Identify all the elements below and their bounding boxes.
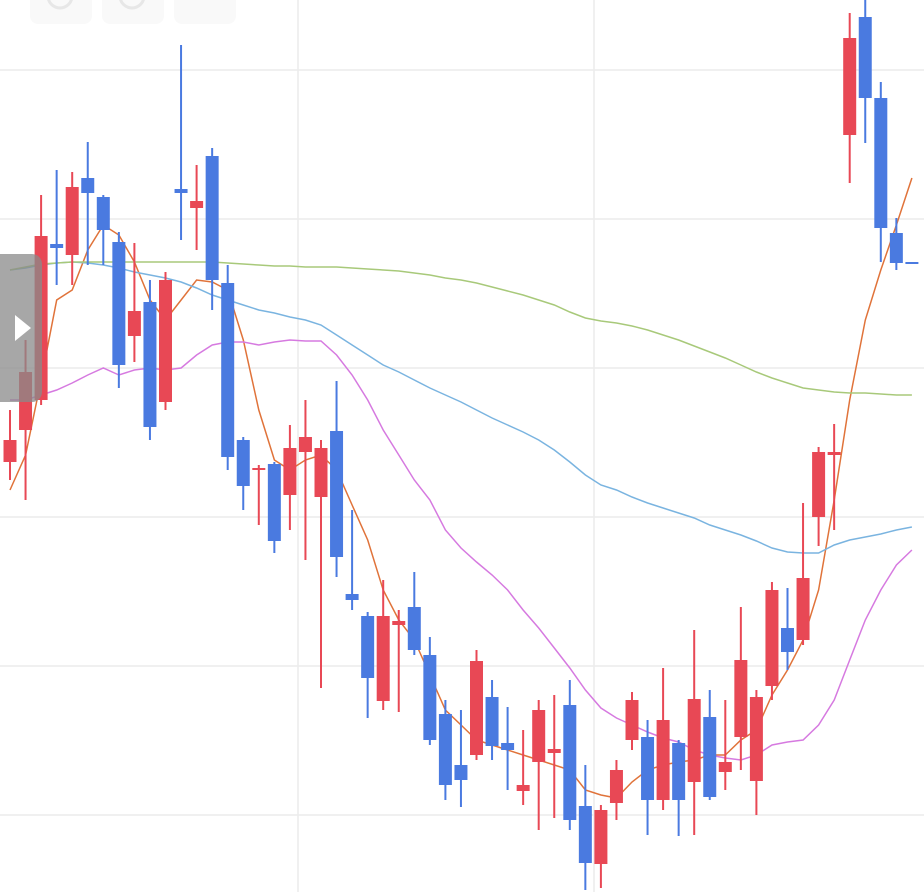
candle-body xyxy=(765,590,779,686)
moving-average-line xyxy=(9,177,913,799)
candle-body xyxy=(283,448,297,495)
candle-body xyxy=(392,621,406,625)
candle-body xyxy=(625,700,639,740)
candles xyxy=(3,0,919,890)
candle-body xyxy=(578,806,592,863)
candle-body xyxy=(547,749,561,753)
candle-body xyxy=(143,302,157,427)
candle-body xyxy=(236,440,250,486)
candle-body xyxy=(267,464,281,541)
side-tab[interactable] xyxy=(0,254,42,402)
play-arrow-icon xyxy=(15,315,31,341)
candle-body xyxy=(345,594,359,600)
candle-body xyxy=(252,468,266,470)
candle-body xyxy=(687,699,701,782)
candle-body xyxy=(532,710,546,762)
candle-body xyxy=(889,233,903,263)
candle-body xyxy=(314,448,328,497)
settings-button[interactable] xyxy=(174,0,236,24)
grid xyxy=(0,69,924,816)
candle-body xyxy=(81,178,95,193)
moving-average-line xyxy=(9,261,913,554)
candle-body xyxy=(734,660,748,737)
moving-averages xyxy=(9,177,913,799)
moving-average-line xyxy=(9,261,912,396)
candle-body xyxy=(127,311,141,336)
candle-body xyxy=(376,616,390,701)
candle-body xyxy=(827,452,841,455)
candle-body xyxy=(749,697,763,781)
candle-body xyxy=(174,189,188,193)
candle-body xyxy=(905,262,919,264)
candle-body xyxy=(594,810,608,864)
candle-body xyxy=(221,283,235,457)
candle-body xyxy=(641,737,655,800)
candle-body xyxy=(361,616,375,678)
candle-body xyxy=(781,628,794,652)
candle-body xyxy=(96,197,110,230)
candle-body xyxy=(423,655,437,740)
candle-body xyxy=(796,578,810,640)
zoom-in-icon xyxy=(47,0,73,10)
candle-body xyxy=(501,743,515,750)
candle-body xyxy=(50,244,64,248)
candle-body xyxy=(65,187,79,255)
candle-body xyxy=(3,440,17,462)
zoom-out-icon xyxy=(119,0,145,10)
candle-body xyxy=(609,770,623,803)
candle-body xyxy=(159,280,172,402)
candle-body xyxy=(485,697,499,746)
candle-body xyxy=(858,17,872,98)
zoom-out-button[interactable] xyxy=(102,0,164,24)
candle-body xyxy=(454,765,468,780)
candle-body xyxy=(516,785,530,791)
candle-body xyxy=(703,717,717,797)
candle-body xyxy=(812,452,826,517)
candle-body xyxy=(190,201,204,208)
candle-body xyxy=(874,98,888,228)
candle-body xyxy=(656,720,670,800)
candle-body xyxy=(407,607,421,650)
candle-body xyxy=(330,431,344,557)
candle-body xyxy=(470,661,483,755)
candle-body xyxy=(672,743,686,800)
toolbar xyxy=(30,0,236,24)
zoom-in-button[interactable] xyxy=(30,0,92,24)
candle-body xyxy=(438,714,452,785)
candle-body xyxy=(298,437,312,452)
candle-body xyxy=(718,762,732,772)
candle-body xyxy=(563,705,577,820)
candle-body xyxy=(843,38,857,135)
candle-body xyxy=(205,156,219,280)
candle-body xyxy=(112,242,126,365)
